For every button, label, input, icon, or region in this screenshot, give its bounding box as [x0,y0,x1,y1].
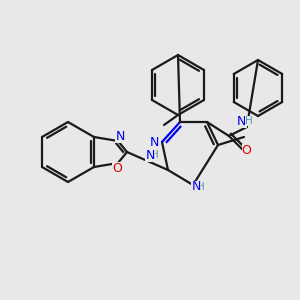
Text: N: N [146,149,155,162]
Text: N: N [191,181,201,194]
Text: O: O [112,161,122,175]
Text: N: N [149,136,159,148]
Text: N: N [115,130,125,142]
Text: O: O [242,144,252,157]
Text: H: H [197,182,205,192]
Text: H: H [245,116,253,126]
Text: H: H [151,150,159,160]
Text: N: N [237,115,247,128]
